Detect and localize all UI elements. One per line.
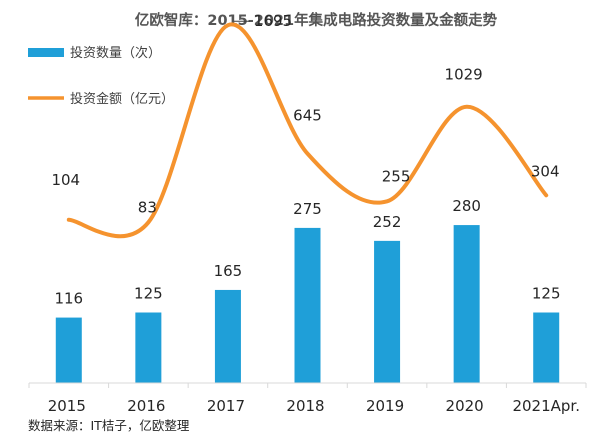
bar-value-label: 116: [54, 290, 83, 308]
bar-2021Apr.: [533, 312, 560, 383]
source-note: 数据来源：IT桔子，亿欧整理: [28, 418, 190, 433]
line-value-labels: 104 83 1695 645 255 1029 304: [51, 12, 559, 216]
legend-line-label: 投资金额（亿元）: [70, 91, 174, 107]
line-value-label: 1029: [445, 66, 483, 84]
line-value-label: 255: [382, 167, 411, 185]
bar-2015: [55, 317, 82, 383]
legend: 投资数量（次） 投资金额（亿元）: [28, 45, 174, 107]
bar-2016: [135, 312, 162, 383]
line-value-label: 83: [138, 198, 157, 216]
amount-line: [66, 22, 549, 239]
x-tick-label: 2015: [48, 397, 86, 415]
chart-title: 亿欧智库：2015-2021年集成电路投资数量及金额走势: [135, 11, 498, 29]
x-tick-label: 2017: [207, 397, 245, 415]
x-tick-label: 2019: [366, 397, 404, 415]
bar-value-label: 165: [214, 262, 243, 280]
bar-2019: [374, 240, 401, 383]
bar-value-label: 252: [373, 213, 402, 231]
line-value-label: 104: [51, 171, 80, 189]
bar-2018: [294, 227, 321, 383]
bar-value-labels: 116 125 165 275 252 280 125: [54, 197, 560, 307]
line-value-label: 1695: [254, 12, 292, 30]
x-axis-tick-labels: 2015 2016 2017 2018 2019 2020 2021Apr.: [48, 397, 580, 415]
bar-value-label: 275: [293, 200, 322, 218]
bar-value-label: 280: [452, 197, 481, 215]
bar-value-label: 125: [532, 285, 561, 303]
x-axis-ticks: [28, 383, 587, 388]
bar-2017: [214, 289, 241, 383]
x-tick-label: 2018: [286, 397, 324, 415]
line-value-label: 304: [531, 162, 560, 180]
bar-value-label: 125: [134, 285, 163, 303]
bar-series: [55, 225, 560, 383]
x-tick-label: 2021Apr.: [512, 397, 580, 415]
legend-bar-swatch: [28, 48, 64, 57]
bar-2020: [453, 225, 480, 383]
x-tick-label: 2020: [446, 397, 484, 415]
line-value-label: 645: [293, 107, 322, 125]
x-tick-label: 2016: [127, 397, 165, 415]
legend-bar-label: 投资数量（次）: [70, 45, 161, 61]
